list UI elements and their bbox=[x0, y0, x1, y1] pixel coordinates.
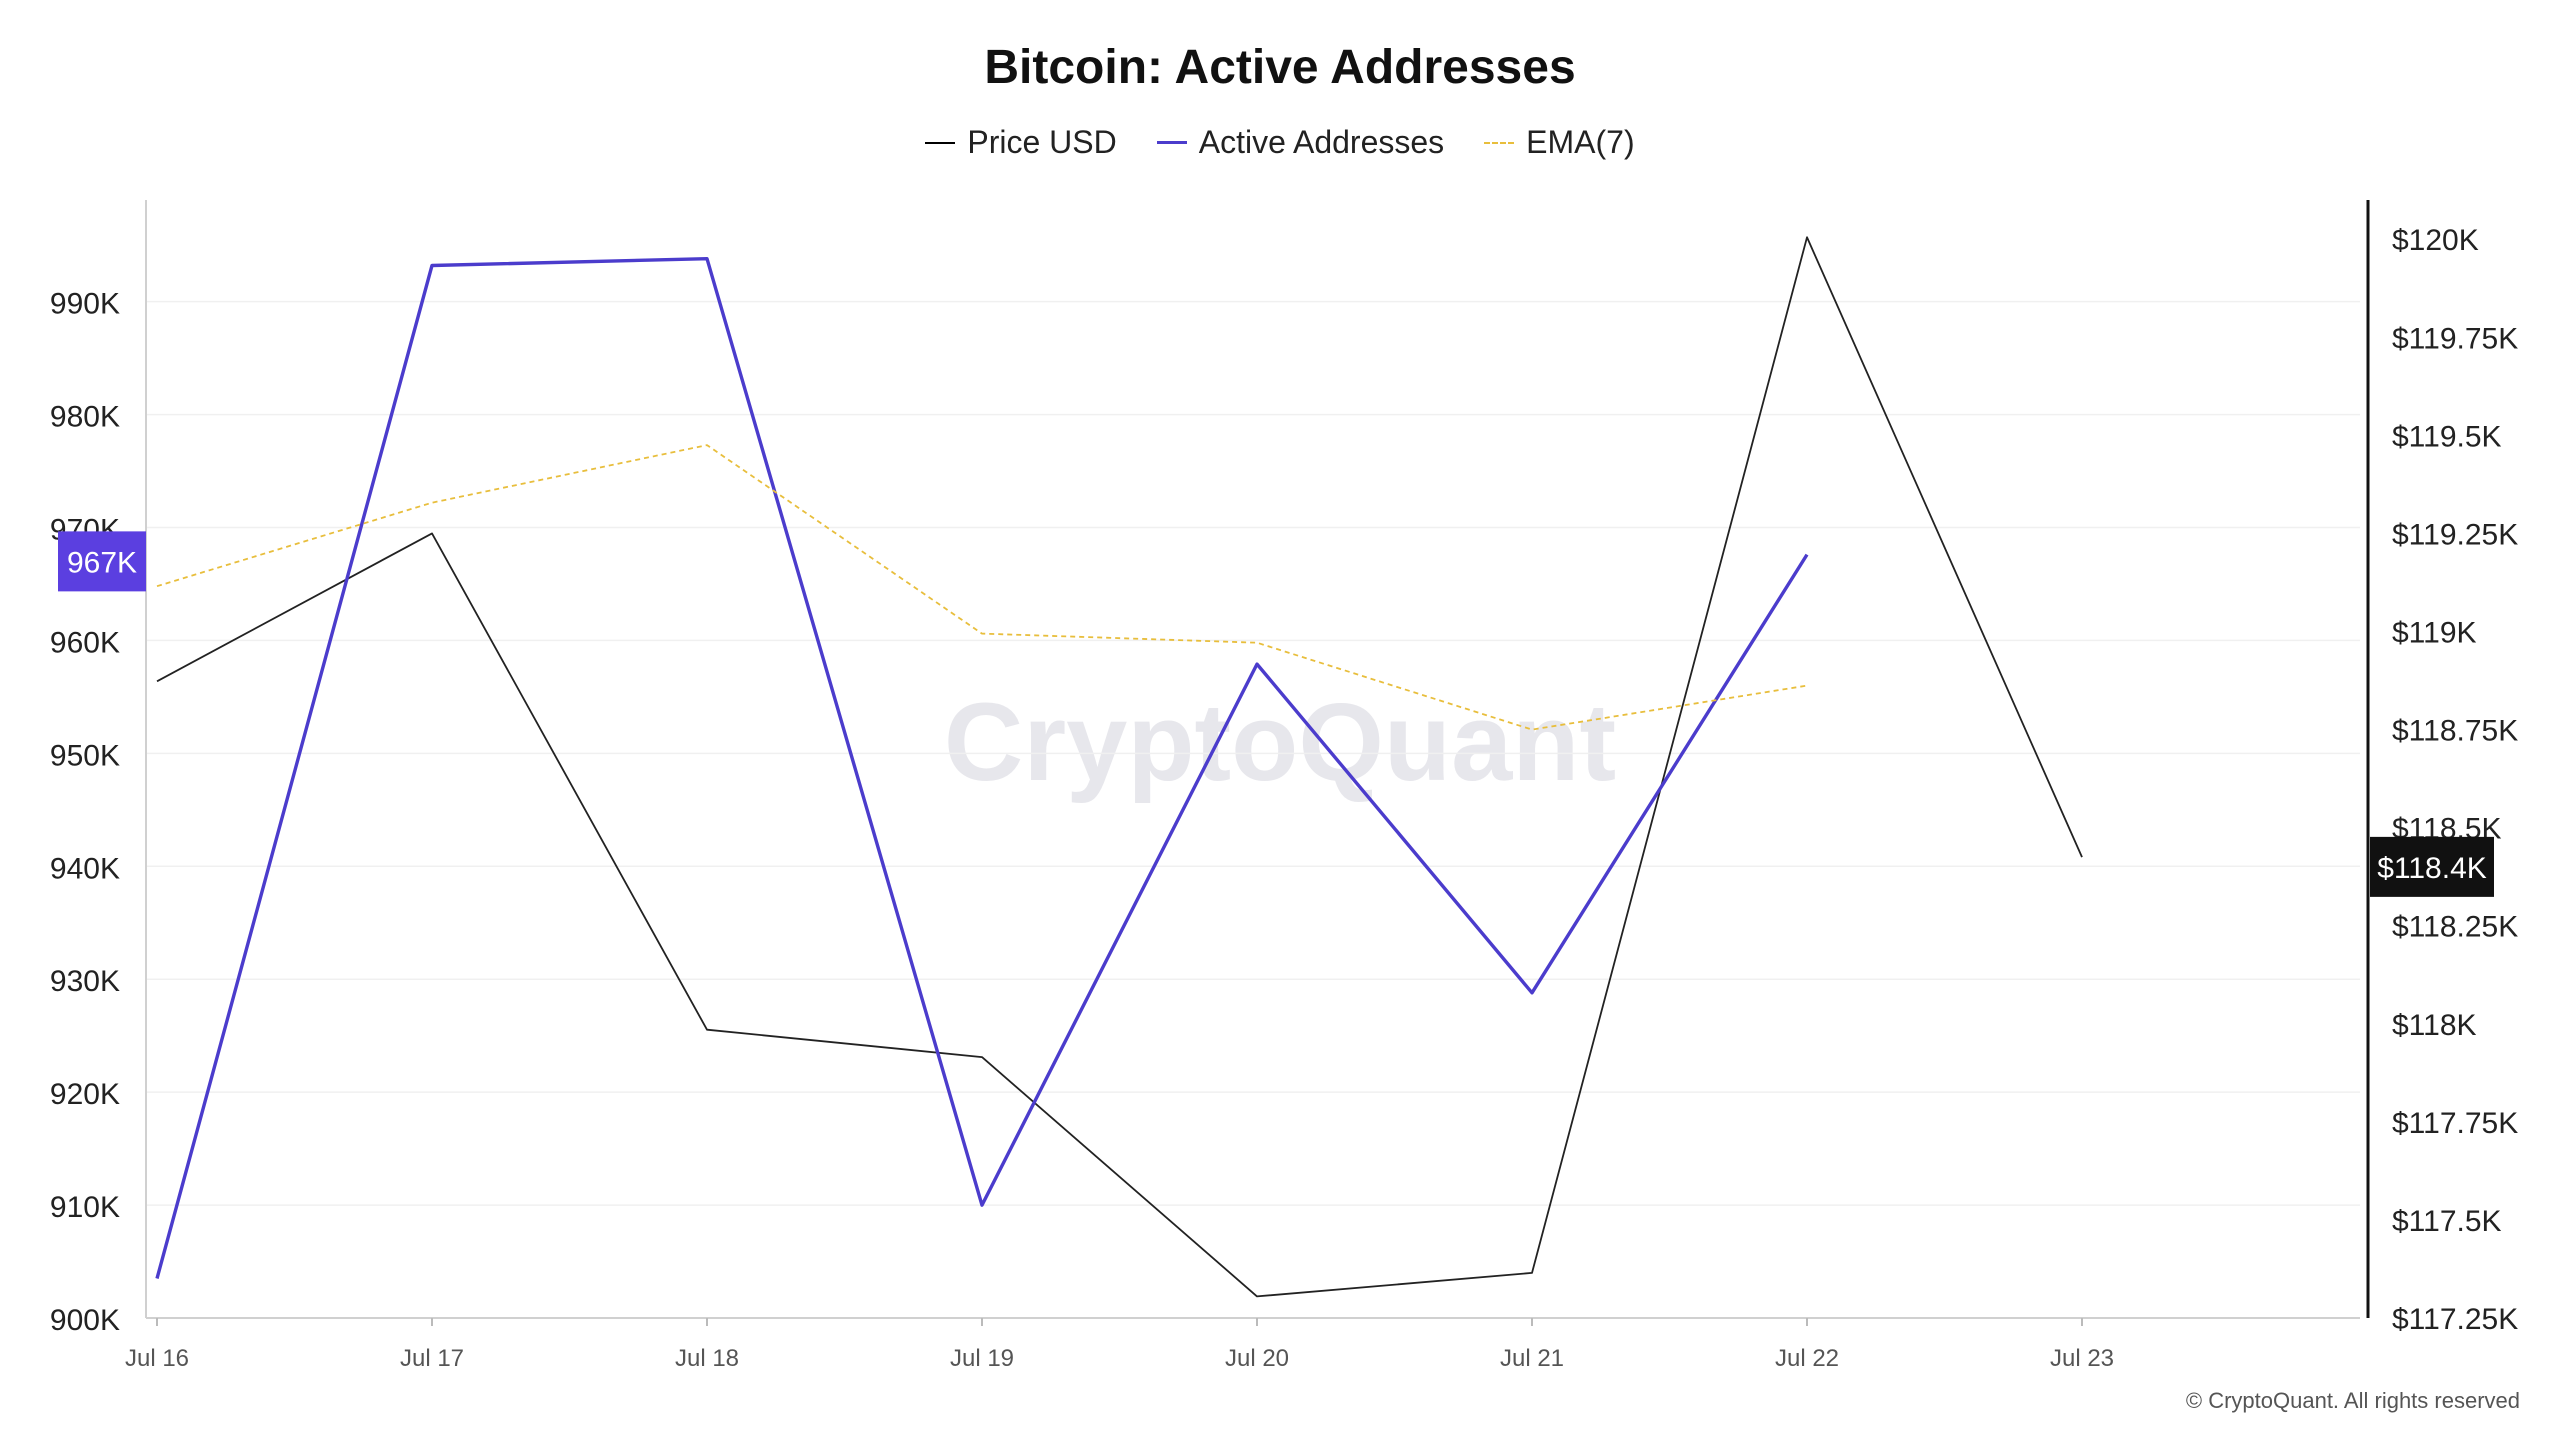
left-axis-tick-label: 920K bbox=[50, 1078, 120, 1111]
legend-label-price: Price USD bbox=[967, 124, 1117, 160]
current-value-label-left: 967K bbox=[67, 546, 137, 579]
series-line-ema-7[interactable] bbox=[156, 444, 1808, 731]
x-axis-tick-label: Jul 22 bbox=[1775, 1345, 1839, 1372]
series-line-active-addresses[interactable] bbox=[155, 257, 1809, 1279]
legend-item-ema[interactable]: EMA(7) bbox=[1484, 124, 1635, 161]
legend-label-active-addresses: Active Addresses bbox=[1198, 124, 1445, 160]
left-axis-tick-label: 960K bbox=[50, 626, 120, 659]
x-axis-tick-label: Jul 23 bbox=[2050, 1345, 2114, 1372]
chart-title: Bitcoin: Active Addresses bbox=[984, 41, 1576, 94]
copyright-footer: © CryptoQuant. All rights reserved bbox=[2185, 1388, 2520, 1413]
x-axis-tick-label: Jul 18 bbox=[675, 1345, 739, 1372]
right-axis-tick-label: $118.25K bbox=[2392, 911, 2518, 944]
right-axis-tick-label: $119.5K bbox=[2392, 420, 2502, 453]
chart-legend: Price USD Active Addresses EMA(7) bbox=[0, 124, 2560, 161]
right-axis-tick-label: $118K bbox=[2392, 1009, 2477, 1042]
right-axis-tick-label: $119K bbox=[2392, 617, 2477, 650]
left-axis-tick-label: 900K bbox=[50, 1304, 120, 1337]
right-axis-tick-label: $120K bbox=[2392, 224, 2479, 257]
left-axis-tick-label: 910K bbox=[50, 1191, 120, 1224]
left-axis-tick-label: 950K bbox=[50, 739, 120, 772]
left-axis-tick-label: 980K bbox=[50, 401, 120, 434]
legend-swatch-price bbox=[925, 141, 956, 144]
x-axis-tick-label: Jul 17 bbox=[400, 1345, 464, 1372]
right-axis-tick-label: $119.75K bbox=[2392, 322, 2518, 355]
x-axis-tick-label: Jul 21 bbox=[1500, 1345, 1564, 1372]
legend-swatch-active-addresses bbox=[1156, 141, 1187, 144]
right-axis-tick-label: $117.5K bbox=[2392, 1205, 2502, 1238]
right-axis-tick-label: $119.25K bbox=[2392, 518, 2518, 551]
x-axis-tick-label: Jul 16 bbox=[125, 1345, 189, 1372]
left-axis-tick-label: 990K bbox=[50, 288, 120, 321]
left-axis-tick-label: 930K bbox=[50, 965, 120, 998]
right-axis-tick-label: $117.75K bbox=[2392, 1107, 2518, 1140]
watermark-text: CryptoQuant bbox=[944, 681, 1616, 804]
current-value-badge-right bbox=[2370, 836, 2494, 897]
right-axis-tick-label: $118.75K bbox=[2392, 715, 2518, 748]
x-axis-tick-label: Jul 20 bbox=[1225, 1345, 1289, 1372]
x-axis-tick-label: Jul 19 bbox=[950, 1345, 1014, 1372]
right-axis-tick-label: $117.25K bbox=[2392, 1303, 2518, 1336]
current-value-badge-left bbox=[58, 531, 146, 592]
legend-item-active-addresses[interactable]: Active Addresses bbox=[1156, 124, 1445, 161]
series-line-price-usd[interactable] bbox=[156, 236, 2083, 1298]
legend-swatch-ema bbox=[1484, 141, 1515, 144]
left-axis-tick-label: 940K bbox=[50, 852, 120, 885]
legend-label-ema: EMA(7) bbox=[1526, 124, 1635, 160]
current-value-label-right: $118.4K bbox=[2377, 852, 2487, 885]
legend-item-price[interactable]: Price USD bbox=[925, 124, 1117, 161]
